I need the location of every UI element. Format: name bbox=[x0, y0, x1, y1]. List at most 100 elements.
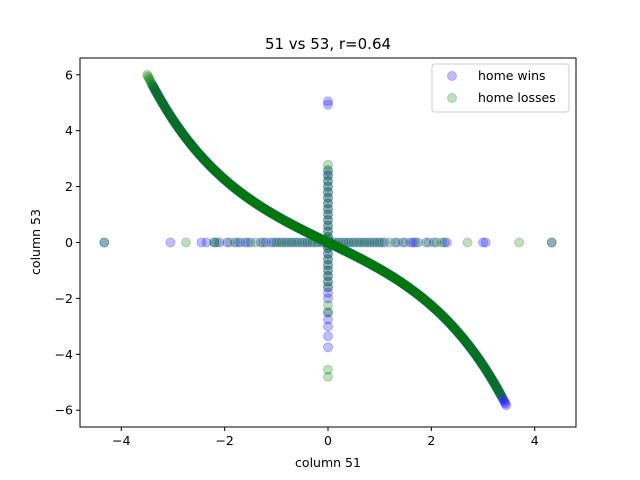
home-wins-vertical-point bbox=[323, 215, 333, 226]
home-losses-curve-point bbox=[261, 205, 272, 216]
home-losses-horizontal-point bbox=[462, 237, 473, 248]
home-losses-curve-point bbox=[231, 184, 242, 195]
home-wins-curve-point bbox=[205, 161, 216, 172]
home-wins-curve-point bbox=[346, 248, 357, 259]
home-wins-curve-point bbox=[418, 293, 429, 304]
home-losses-curve-point bbox=[431, 304, 442, 315]
home-losses-curve-point bbox=[361, 256, 372, 267]
home-wins-curve-point bbox=[240, 191, 251, 202]
home-wins-horizontal-point bbox=[317, 237, 328, 248]
home-wins-curve-point bbox=[253, 200, 264, 211]
home-losses-curve-point bbox=[309, 231, 320, 242]
home-losses-curve-point bbox=[434, 307, 445, 318]
home-losses-curve-point bbox=[256, 202, 267, 213]
home-wins-curve-point bbox=[276, 213, 287, 224]
home-losses-curve-point bbox=[204, 160, 215, 171]
home-wins-curve-point bbox=[211, 166, 222, 177]
home-wins-curve-point bbox=[360, 256, 371, 267]
home-losses-curve-point bbox=[414, 290, 425, 301]
home-wins-curve-point bbox=[261, 205, 272, 216]
home-wins-horizontal-point bbox=[266, 237, 277, 248]
home-wins-curve-point bbox=[196, 151, 207, 162]
home-losses-curve-point bbox=[185, 138, 196, 149]
home-losses-curve-point bbox=[228, 182, 239, 193]
home-losses-horizontal-point bbox=[392, 237, 403, 248]
home-losses-curve-point bbox=[443, 316, 453, 327]
home-wins-curve-point bbox=[317, 234, 328, 245]
home-wins-curve-point bbox=[313, 232, 324, 243]
home-wins-horizontal-point bbox=[369, 237, 380, 248]
home-wins-curve-point bbox=[479, 362, 490, 373]
home-losses-curve-point bbox=[491, 381, 502, 392]
home-losses-vertical-point bbox=[323, 187, 333, 198]
home-losses-curve-point bbox=[479, 362, 490, 373]
home-wins-curve-point bbox=[315, 233, 326, 244]
home-wins-curve-point bbox=[489, 378, 500, 389]
home-wins-curve-point bbox=[272, 211, 283, 222]
home-wins-curve-point bbox=[297, 224, 308, 235]
home-wins-curve-point bbox=[485, 371, 496, 382]
home-wins-curve-point bbox=[230, 183, 241, 194]
home-wins-vertical-point bbox=[323, 176, 333, 186]
home-losses-curve-point bbox=[432, 306, 443, 317]
home-wins-curve-point bbox=[399, 279, 410, 290]
home-losses-curve-point bbox=[376, 265, 387, 276]
home-losses-curve-point bbox=[152, 88, 163, 99]
data-points bbox=[99, 69, 557, 411]
home-losses-curve-point bbox=[175, 124, 186, 135]
home-wins-curve-point bbox=[499, 396, 510, 407]
home-losses-horizontal-point bbox=[258, 237, 269, 248]
home-wins-horizontal-point bbox=[245, 237, 256, 248]
home-wins-curve-point bbox=[221, 176, 232, 187]
home-losses-curve-point bbox=[495, 388, 506, 399]
home-wins-curve-point bbox=[411, 288, 422, 299]
home-losses-curve-point bbox=[332, 242, 343, 253]
home-losses-curve-point bbox=[244, 194, 255, 205]
home-losses-curve-point bbox=[413, 289, 424, 300]
legend-label-home-losses: home losses bbox=[478, 90, 556, 105]
x-axis-ticks: −4 −2 0 2 4 bbox=[112, 427, 539, 448]
home-losses-curve-point bbox=[156, 96, 167, 107]
home-wins-curve-point bbox=[289, 220, 300, 231]
home-losses-curve-point bbox=[345, 248, 356, 259]
home-losses-curve-point bbox=[357, 254, 368, 265]
home-wins-vertical-point bbox=[323, 96, 333, 107]
home-losses-curve-point bbox=[226, 180, 237, 191]
home-wins-vertical-point bbox=[323, 166, 333, 177]
home-wins-horizontal-point bbox=[428, 237, 439, 248]
home-wins-horizontal-point bbox=[286, 237, 297, 248]
home-wins-curve-point bbox=[207, 162, 218, 173]
home-wins-curve-point bbox=[170, 117, 181, 128]
home-losses-curve-point bbox=[183, 136, 194, 147]
home-losses-curve-point bbox=[397, 278, 408, 289]
home-losses-curve-point bbox=[234, 186, 245, 197]
home-losses-vertical-point bbox=[323, 215, 333, 226]
home-losses-curve-point bbox=[178, 129, 189, 140]
home-wins-curve-point bbox=[340, 245, 351, 256]
home-wins-curve-point bbox=[469, 347, 480, 358]
home-wins-curve-point bbox=[191, 146, 202, 157]
home-wins-curve-point bbox=[342, 247, 353, 258]
home-wins-curve-point bbox=[264, 206, 275, 217]
home-losses-curve-point bbox=[147, 79, 158, 90]
home-losses-vertical-point bbox=[323, 209, 333, 220]
home-wins-curve-point bbox=[174, 123, 185, 134]
home-losses-curve-point bbox=[415, 291, 426, 302]
home-losses-vertical-point bbox=[323, 231, 333, 242]
home-wins-horizontal-point bbox=[281, 237, 292, 248]
home-losses-curve-point bbox=[421, 295, 432, 306]
home-losses-curve-point bbox=[160, 103, 171, 114]
home-losses-curve-point bbox=[352, 252, 363, 263]
home-losses-curve-point bbox=[460, 336, 471, 347]
home-wins-vertical-point bbox=[323, 170, 333, 181]
home-wins-horizontal-point bbox=[348, 237, 359, 248]
home-losses-curve-point bbox=[309, 230, 320, 241]
home-losses-curve-point bbox=[275, 213, 286, 224]
home-wins-curve-point bbox=[250, 198, 261, 209]
home-wins-curve-point bbox=[269, 209, 280, 220]
home-wins-curve-point bbox=[258, 203, 269, 214]
home-losses-curve-point bbox=[362, 257, 373, 268]
home-losses-curve-point bbox=[169, 117, 180, 128]
home-losses-curve-point bbox=[272, 211, 283, 222]
home-wins-horizontal-point bbox=[328, 237, 339, 248]
